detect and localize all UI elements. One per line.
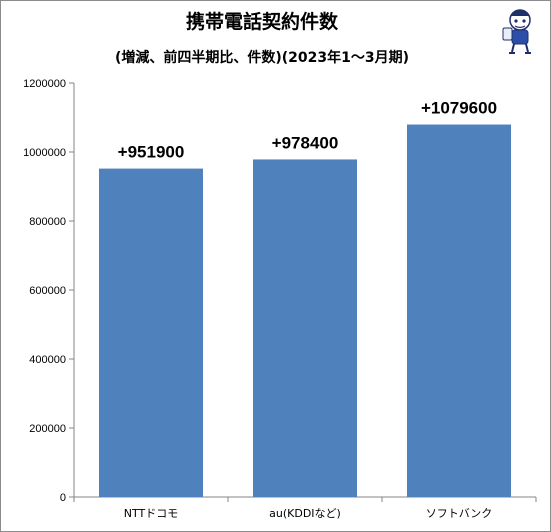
chart-title: 携帯電話契約件数 xyxy=(186,10,339,33)
bar xyxy=(407,124,511,498)
y-tick-label: 400000 xyxy=(29,354,66,366)
x-tick-label: ソフトバンク xyxy=(426,507,493,520)
data-label: +978400 xyxy=(272,133,339,152)
y-tick-label: 200000 xyxy=(29,423,66,435)
x-tick-label: au(KDDIなど) xyxy=(269,507,341,520)
bar xyxy=(253,159,357,497)
chart-subtitle: (増減、前四半期比、件数)(2023年1～3月期) xyxy=(115,49,409,66)
bar xyxy=(99,168,203,498)
y-tick-label: 800000 xyxy=(29,216,66,228)
y-tick-label: 1000000 xyxy=(23,147,66,159)
y-tick-label: 1200000 xyxy=(23,78,66,90)
data-label: +1079600 xyxy=(421,99,497,118)
y-axis: 0 200000 400000 600000 800000 1000000 1200000 xyxy=(23,78,74,504)
x-axis: NTTドコモ au(KDDIなど) ソフトバンク xyxy=(73,497,537,520)
data-labels: +951900 +978400 +1079600 xyxy=(118,99,497,162)
y-tick-label: 0 xyxy=(60,492,66,504)
bar-series xyxy=(99,124,511,498)
mascot-icon xyxy=(502,9,531,54)
data-label: +951900 xyxy=(118,143,185,162)
x-tick-label: NTTドコモ xyxy=(124,507,178,520)
y-tick-label: 600000 xyxy=(29,285,66,297)
